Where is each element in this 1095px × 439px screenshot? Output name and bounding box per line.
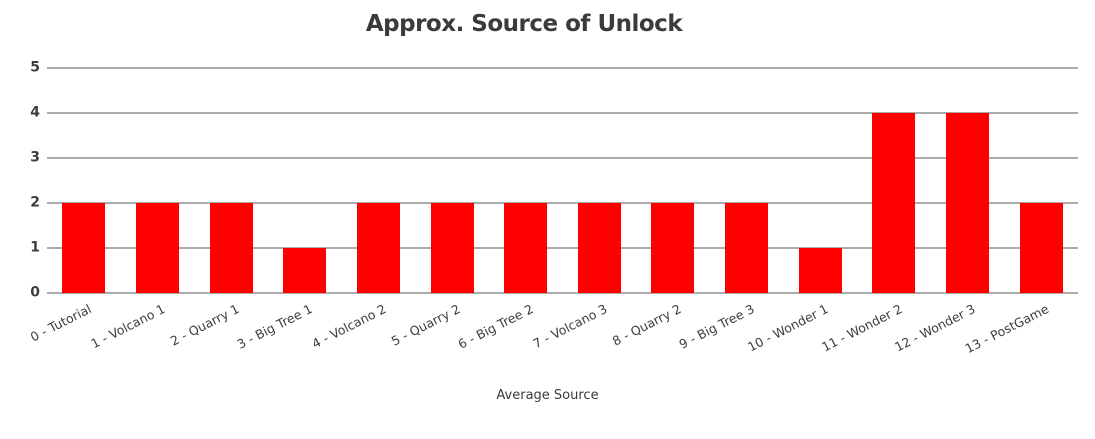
gridline-y0 xyxy=(47,292,1078,294)
y-tick-label: 5 xyxy=(30,59,40,76)
x-tick-label: 8 - Quarry 2 xyxy=(609,301,684,349)
x-tick-label: 9 - Big Tree 3 xyxy=(676,301,757,352)
bar-2 xyxy=(209,203,253,293)
bar-7 xyxy=(577,203,621,293)
y-tick-label: 4 xyxy=(30,104,40,121)
bar-4 xyxy=(356,203,400,293)
x-tick-label: 11 - Wonder 2 xyxy=(818,301,905,355)
bar-6 xyxy=(504,203,548,293)
gridline-y2 xyxy=(47,202,1078,204)
bar-8 xyxy=(651,203,695,293)
gridline-y1 xyxy=(47,247,1078,249)
bar-11 xyxy=(872,113,916,293)
bar-1 xyxy=(135,203,179,293)
bar-13 xyxy=(1019,203,1063,293)
x-axis-title: Average Source xyxy=(496,388,599,403)
x-tick-label: 10 - Wonder 1 xyxy=(745,301,831,355)
x-tick-label: 6 - Big Tree 2 xyxy=(455,301,537,352)
bar-3 xyxy=(283,248,327,293)
bar-9 xyxy=(725,203,769,293)
x-tick-label: 1 - Volcano 1 xyxy=(88,301,168,352)
y-tick-label: 3 xyxy=(30,149,40,166)
y-tick-label: 2 xyxy=(30,194,40,211)
x-tick-label: 0 - Tutorial xyxy=(28,301,95,345)
chart-title: Approx. Source of Unlock xyxy=(365,11,683,37)
bar-10 xyxy=(798,248,842,293)
gridline-y4 xyxy=(47,112,1078,114)
bar-12 xyxy=(946,113,990,293)
x-tick-label: 5 - Quarry 2 xyxy=(388,301,463,349)
x-tick-label: 3 - Big Tree 1 xyxy=(234,301,316,352)
bar-0 xyxy=(62,203,106,293)
plot-area xyxy=(47,67,1078,294)
x-tick-label: 2 - Quarry 1 xyxy=(167,301,242,349)
x-tick-label: 13 - PostGame xyxy=(962,301,1052,357)
x-tick-label: 7 - Volcano 3 xyxy=(530,301,610,352)
y-tick-label: 1 xyxy=(30,239,40,256)
gridline-y5 xyxy=(47,67,1078,69)
bar-5 xyxy=(430,203,474,293)
y-tick-label: 0 xyxy=(30,284,40,301)
gridline-y3 xyxy=(47,157,1078,159)
x-tick-label: 4 - Volcano 2 xyxy=(309,301,389,352)
